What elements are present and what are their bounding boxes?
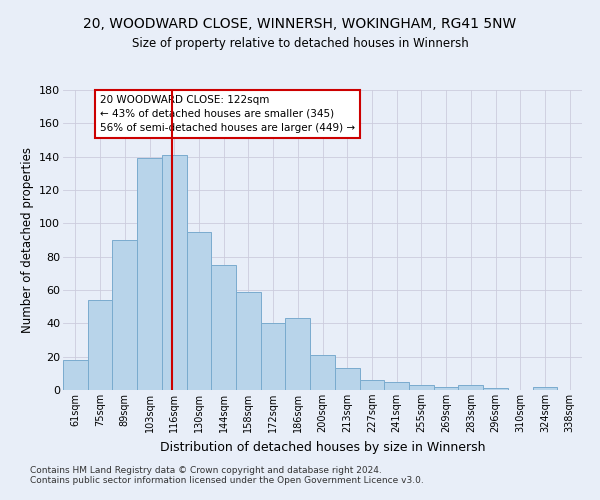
Bar	[434, 386, 458, 390]
Text: 20, WOODWARD CLOSE, WINNERSH, WOKINGHAM, RG41 5NW: 20, WOODWARD CLOSE, WINNERSH, WOKINGHAM,…	[83, 18, 517, 32]
Bar	[63, 360, 88, 390]
Bar	[409, 385, 434, 390]
Bar	[137, 158, 162, 390]
Bar	[88, 300, 112, 390]
Bar	[483, 388, 508, 390]
Bar	[359, 380, 384, 390]
Text: Contains HM Land Registry data © Crown copyright and database right 2024.
Contai: Contains HM Land Registry data © Crown c…	[30, 466, 424, 485]
Text: Size of property relative to detached houses in Winnersh: Size of property relative to detached ho…	[131, 38, 469, 51]
Bar	[310, 355, 335, 390]
Bar	[162, 155, 187, 390]
Bar	[335, 368, 359, 390]
Bar	[261, 324, 286, 390]
Bar	[384, 382, 409, 390]
Bar	[533, 386, 557, 390]
Bar	[236, 292, 261, 390]
Bar	[187, 232, 211, 390]
Text: 20 WOODWARD CLOSE: 122sqm
← 43% of detached houses are smaller (345)
56% of semi: 20 WOODWARD CLOSE: 122sqm ← 43% of detac…	[100, 95, 355, 133]
Bar	[211, 265, 236, 390]
Bar	[458, 385, 483, 390]
Y-axis label: Number of detached properties: Number of detached properties	[20, 147, 34, 333]
X-axis label: Distribution of detached houses by size in Winnersh: Distribution of detached houses by size …	[160, 440, 485, 454]
Bar	[286, 318, 310, 390]
Bar	[112, 240, 137, 390]
